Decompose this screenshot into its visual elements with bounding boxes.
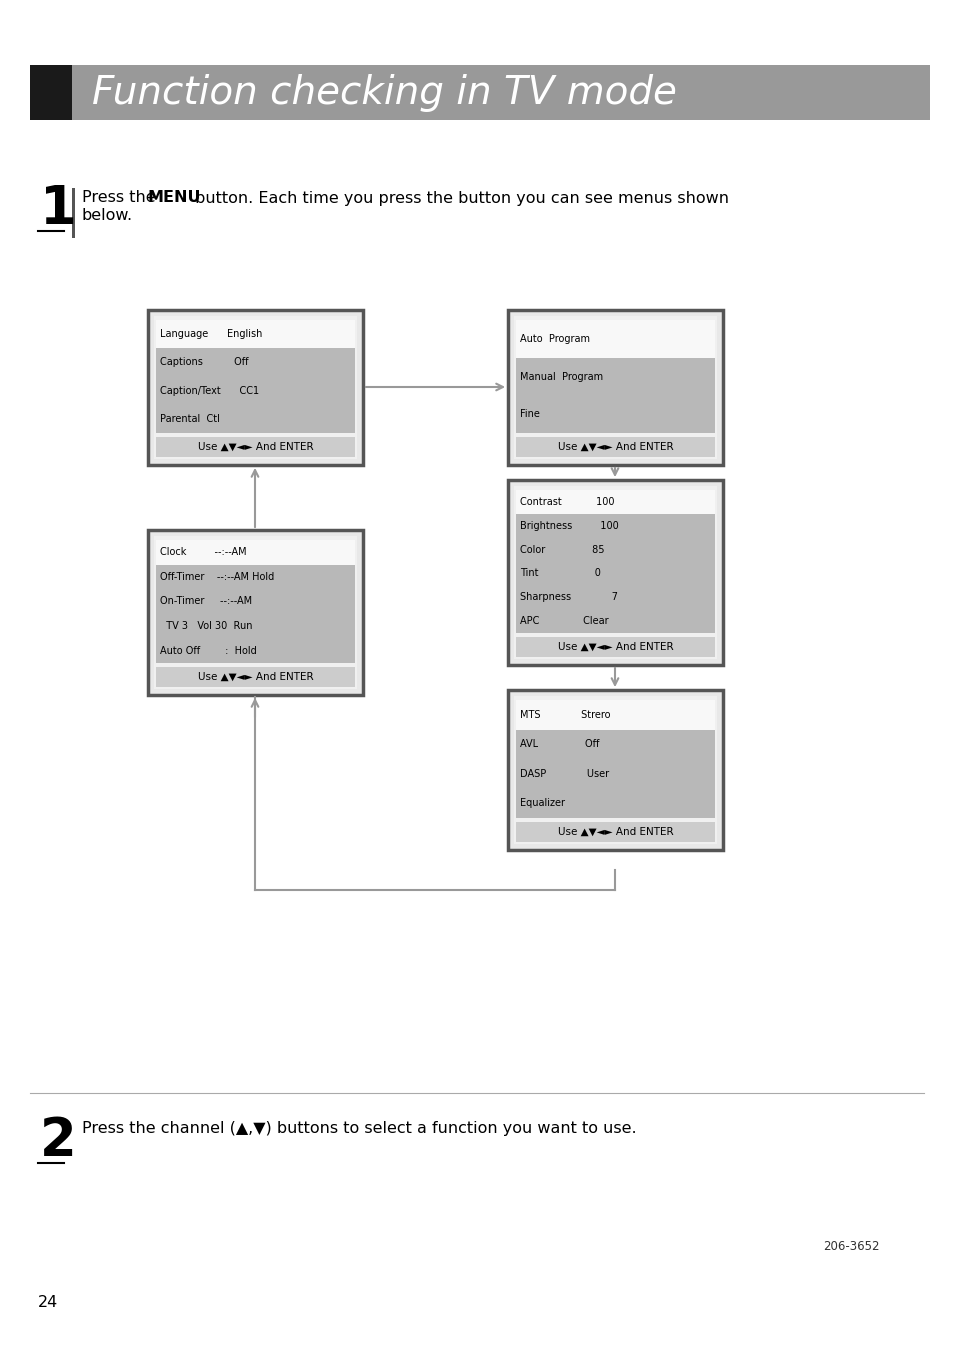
Text: Manual  Program: Manual Program	[519, 372, 602, 381]
Text: 1: 1	[40, 182, 76, 235]
Bar	[514, 316, 717, 459]
Text: MTS             Strero: MTS Strero	[519, 709, 610, 720]
Bar	[516, 638, 714, 657]
Bar	[514, 486, 717, 659]
Bar	[516, 585, 714, 609]
Bar	[71, 65, 929, 120]
Text: Equalizer: Equalizer	[519, 798, 564, 808]
Bar	[156, 639, 355, 663]
Bar	[156, 320, 355, 349]
Bar	[156, 377, 355, 405]
Bar	[156, 667, 355, 688]
Text: Fine: Fine	[519, 409, 539, 419]
Bar	[156, 436, 355, 457]
Bar	[30, 65, 71, 120]
Text: Off-Timer    --:--AM Hold: Off-Timer --:--AM Hold	[160, 571, 274, 582]
Text: below.: below.	[82, 208, 133, 223]
Text: button. Each time you press the button you can see menus shown: button. Each time you press the button y…	[190, 190, 728, 205]
Text: Use ▲▼◄► And ENTER: Use ▲▼◄► And ENTER	[558, 827, 673, 838]
Bar	[516, 609, 714, 634]
Text: Language      English: Language English	[160, 330, 262, 339]
Text: Press the: Press the	[82, 190, 161, 205]
Text: Auto  Program: Auto Program	[519, 334, 589, 345]
Bar	[153, 536, 356, 689]
Bar	[516, 396, 714, 434]
Bar	[507, 690, 722, 850]
Bar	[153, 316, 356, 459]
Text: Brightness         100: Brightness 100	[519, 520, 618, 531]
Text: Sharpness             7: Sharpness 7	[519, 592, 618, 603]
Bar	[156, 405, 355, 434]
Text: Use ▲▼◄► And ENTER: Use ▲▼◄► And ENTER	[197, 442, 313, 453]
Bar	[516, 562, 714, 585]
Text: Function checking in TV mode: Function checking in TV mode	[91, 73, 677, 112]
Bar	[516, 700, 714, 730]
Text: Press the channel (▲,▼) buttons to select a function you want to use.: Press the channel (▲,▼) buttons to selec…	[82, 1120, 636, 1135]
Bar	[516, 436, 714, 457]
Bar	[516, 320, 714, 358]
Text: Captions          Off: Captions Off	[160, 358, 248, 367]
Text: On-Timer     --:--AM: On-Timer --:--AM	[160, 597, 252, 607]
Text: Use ▲▼◄► And ENTER: Use ▲▼◄► And ENTER	[558, 642, 673, 653]
Text: Auto Off        :  Hold: Auto Off : Hold	[160, 646, 256, 655]
Text: Contrast           100: Contrast 100	[519, 497, 614, 507]
Bar	[156, 613, 355, 639]
Bar	[514, 696, 717, 844]
Text: Color               85: Color 85	[519, 544, 604, 554]
Text: 2: 2	[40, 1115, 76, 1167]
Text: MENU: MENU	[148, 190, 201, 205]
Bar	[516, 490, 714, 513]
Bar	[71, 188, 75, 238]
Text: 24: 24	[38, 1296, 58, 1310]
Text: AVL               Off: AVL Off	[519, 739, 598, 750]
Text: Clock         --:--AM: Clock --:--AM	[160, 547, 247, 558]
Bar	[507, 480, 722, 665]
Bar	[516, 513, 714, 538]
Bar	[156, 565, 355, 589]
Text: Use ▲▼◄► And ENTER: Use ▲▼◄► And ENTER	[197, 671, 313, 682]
Bar	[148, 530, 363, 694]
Bar	[156, 349, 355, 377]
Bar	[516, 759, 714, 789]
Text: Parental  Ctl: Parental Ctl	[160, 413, 219, 424]
Text: 206-3652: 206-3652	[822, 1240, 879, 1252]
Bar	[516, 358, 714, 396]
Bar	[516, 730, 714, 759]
Text: Use ▲▼◄► And ENTER: Use ▲▼◄► And ENTER	[558, 442, 673, 453]
Bar	[516, 821, 714, 842]
Text: APC              Clear: APC Clear	[519, 616, 608, 626]
Bar	[507, 309, 722, 465]
Bar	[516, 538, 714, 562]
Bar	[148, 309, 363, 465]
Bar	[156, 589, 355, 613]
Bar	[516, 789, 714, 817]
Text: TV 3   Vol 30  Run: TV 3 Vol 30 Run	[160, 621, 253, 631]
Text: Tint                  0: Tint 0	[519, 569, 600, 578]
Text: DASP             User: DASP User	[519, 769, 608, 778]
Text: Caption/Text      CC1: Caption/Text CC1	[160, 385, 259, 396]
Bar	[156, 540, 355, 565]
